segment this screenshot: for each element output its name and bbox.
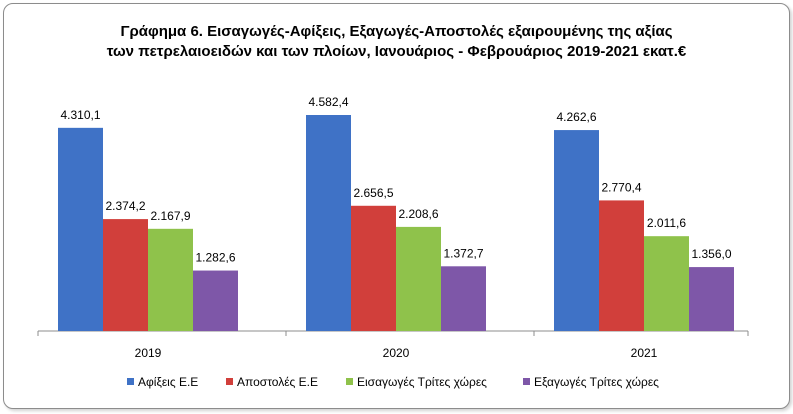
bar <box>554 130 599 331</box>
legend-label: Εξαγωγές Τρίτες χώρες <box>534 375 659 389</box>
x-tick-label: 2019 <box>135 346 162 360</box>
legend-label: Αφίξεις Ε.Ε <box>138 375 198 389</box>
bar <box>441 266 486 331</box>
chart-title: Γράφημα 6. Εισαγωγές-Αφίξεις, Εξαγωγές-Α… <box>0 22 793 62</box>
data-label: 2.167,9 <box>150 209 190 223</box>
bar <box>351 205 396 331</box>
bar <box>193 270 238 331</box>
bar <box>148 228 193 331</box>
data-label: 4.582,4 <box>308 95 348 109</box>
bar <box>306 115 351 331</box>
x-tick-label: 2020 <box>383 346 410 360</box>
bar <box>689 267 734 331</box>
legend-label: Αποστολές Ε.Ε <box>237 375 318 389</box>
chart-frame <box>3 3 790 409</box>
bar <box>58 127 103 331</box>
legend-swatch <box>346 378 353 385</box>
data-label: 1.356,0 <box>691 247 731 261</box>
data-label: 2.374,2 <box>105 199 145 213</box>
data-label: 2.208,6 <box>398 207 438 221</box>
bar <box>103 219 148 331</box>
legend-label: Εισαγωγές Τρίτες χώρες <box>357 375 487 389</box>
data-label: 4.262,6 <box>556 110 596 124</box>
bar <box>644 236 689 331</box>
data-label: 2.770,4 <box>601 180 641 194</box>
data-label: 2.011,6 <box>647 216 686 230</box>
bar <box>599 200 644 331</box>
bar <box>396 226 441 331</box>
chart-title-line2: των πετρελαιοειδών και των πλοίων, Ιανου… <box>106 43 687 60</box>
legend-swatch <box>127 378 134 385</box>
data-label: 2.656,5 <box>353 186 393 200</box>
data-label: 1.282,6 <box>195 251 235 265</box>
chart-title-line1: Γράφημα 6. Εισαγωγές-Αφίξεις, Εξαγωγές-Α… <box>120 23 673 40</box>
legend-swatch <box>523 378 530 385</box>
data-label: 1.372,7 <box>443 246 483 260</box>
data-label: 4.310,1 <box>60 108 100 122</box>
x-tick-label: 2021 <box>631 346 658 360</box>
legend-swatch <box>226 378 233 385</box>
